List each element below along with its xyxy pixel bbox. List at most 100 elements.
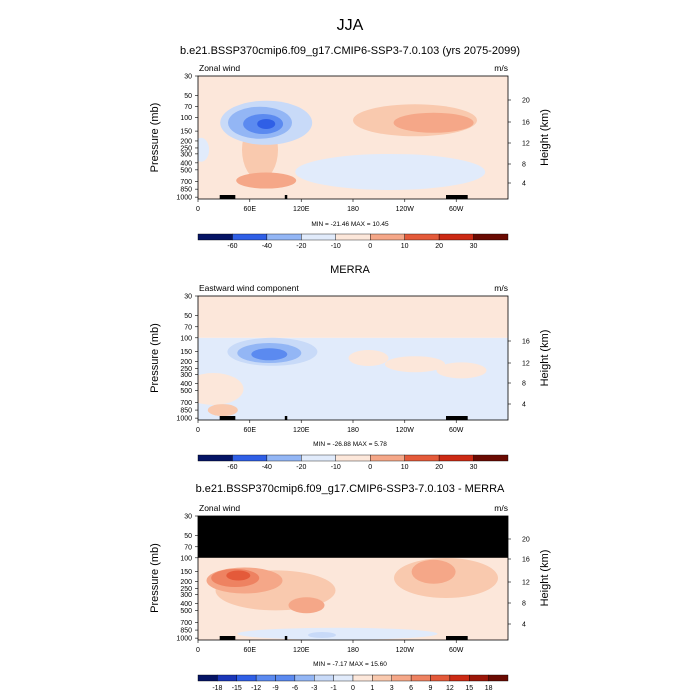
colorbar-tick-label: -9 [272,685,278,692]
height-tick-label: 12 [522,141,530,148]
colorbar-tick-label: -6 [292,685,298,692]
colorbar-box [430,674,451,682]
y-tick-label: 200 [180,138,192,145]
x-tick-label: 0 [196,206,200,213]
y-tick-label: 400 [180,381,192,388]
terrain-mask [284,636,288,640]
panel-title: MERRA [330,264,370,276]
panel-right-label: m/s [494,63,508,73]
colorbar-box [197,233,233,241]
y-tick-label: 1000 [176,416,192,423]
missing-data-band [198,516,508,558]
y-tick-label: 250 [180,145,192,152]
negative-region [251,348,288,361]
y-tick-label: 500 [180,388,192,395]
colorbar-tick-label: 9 [429,685,433,692]
colorbar-box [438,454,474,462]
colorbar-tick-label: -10 [331,464,341,471]
colorbar: -60 -40 -20 -10 0 10 20 30 [197,454,509,471]
x-tick-label: 180 [347,427,359,434]
x-tick-label: 120E [293,647,310,654]
colorbar-tick-label: 6 [409,685,413,692]
contour-field [198,516,508,640]
colorbar: -60 -40 -20 -10 0 10 20 30 [197,233,509,250]
y-tick-label: 300 [180,151,192,158]
terrain-mask [446,636,468,640]
colorbar-tick-label: 0 [351,685,355,692]
y2-axis-title: Height (km) [539,330,551,387]
y-tick-label: 50 [184,313,192,320]
positive-region [341,562,365,623]
colorbar-box [473,233,509,241]
colorbar-box [255,674,276,682]
panel-title: b.e21.BSSP370cmip6.f09_g17.CMIP6-SSP3-7.… [180,45,520,57]
x-tick-label: 120W [396,427,415,434]
colorbar-box [294,674,315,682]
colorbar-tick-label: -60 [227,243,237,250]
colorbar-tick-label: 1 [370,685,374,692]
colorbar-box [449,674,470,682]
colorbar-box [197,674,218,682]
height-tick-label: 4 [522,622,526,629]
positive-region [411,559,456,584]
above-model-top [198,296,508,338]
panels-group: b.e21.BSSP370cmip6.f09_g17.CMIP6-SSP3-7.… [149,45,551,692]
terrain-mask [229,636,236,640]
y-tick-label: 70 [184,544,192,551]
y-tick-label: 30 [184,294,192,301]
colorbar-box [488,674,509,682]
y-tick-label: 850 [180,408,192,415]
figure-suptitle: JJA [337,17,364,34]
y-tick-label: 250 [180,366,192,373]
y-tick-label: 400 [180,160,192,167]
negative-region [198,137,210,162]
x-tick-label: 120W [396,647,415,654]
negative-region [257,118,276,129]
colorbar-tick-label: 12 [446,685,454,692]
panel-left-label: Zonal wind [199,63,240,73]
positive-region [385,356,445,373]
colorbar-box [438,233,474,241]
colorbar-box [217,674,237,682]
y-axis-title: Pressure (mb) [149,323,161,393]
y-tick-label: 300 [180,592,192,599]
positive-region [236,172,297,189]
y-tick-label: 100 [180,555,192,562]
colorbar-box [197,454,233,462]
height-tick-label: 8 [522,381,526,388]
y-tick-label: 50 [184,533,192,540]
terrain-mask [219,416,236,420]
x-tick-label: 60E [244,647,257,654]
height-tick-label: 8 [522,162,526,169]
colorbar-tick-label: 3 [390,685,394,692]
y-tick-label: 150 [180,129,192,136]
colorbar-tick-label: 15 [465,685,473,692]
colorbar-tick-label: -15 [232,685,242,692]
y2-axis-title: Height (km) [539,550,551,607]
panel-1: b.e21.BSSP370cmip6.f09_g17.CMIP6-SSP3-7.… [149,45,551,250]
x-tick-label: 120E [293,427,310,434]
colorbar-box [410,674,431,682]
colorbar-box [469,674,489,682]
colorbar-box [370,233,405,241]
colorbar-tick-label: 18 [485,685,493,692]
negative-region [308,632,336,639]
colorbar-box [335,233,371,241]
positive-region [198,373,244,405]
colorbar-box [232,233,268,241]
contour-field [198,296,508,420]
colorbar-tick-label: -40 [262,464,272,471]
contour-field [198,76,508,199]
colorbar-box [404,454,440,462]
min-max-stats: MIN = -21.46 MAX = 10.45 [311,221,389,228]
panel-right-label: m/s [494,283,508,293]
height-tick-label: 20 [522,98,530,105]
negative-region [295,153,486,190]
height-tick-label: 4 [522,402,526,409]
y-tick-label: 150 [180,569,192,576]
colorbar-box [232,454,268,462]
colorbar-tick-label: 10 [401,243,409,250]
colorbar-tick-label: 30 [470,243,478,250]
y-tick-label: 100 [180,115,192,122]
colorbar-tick-label: -3 [311,685,317,692]
